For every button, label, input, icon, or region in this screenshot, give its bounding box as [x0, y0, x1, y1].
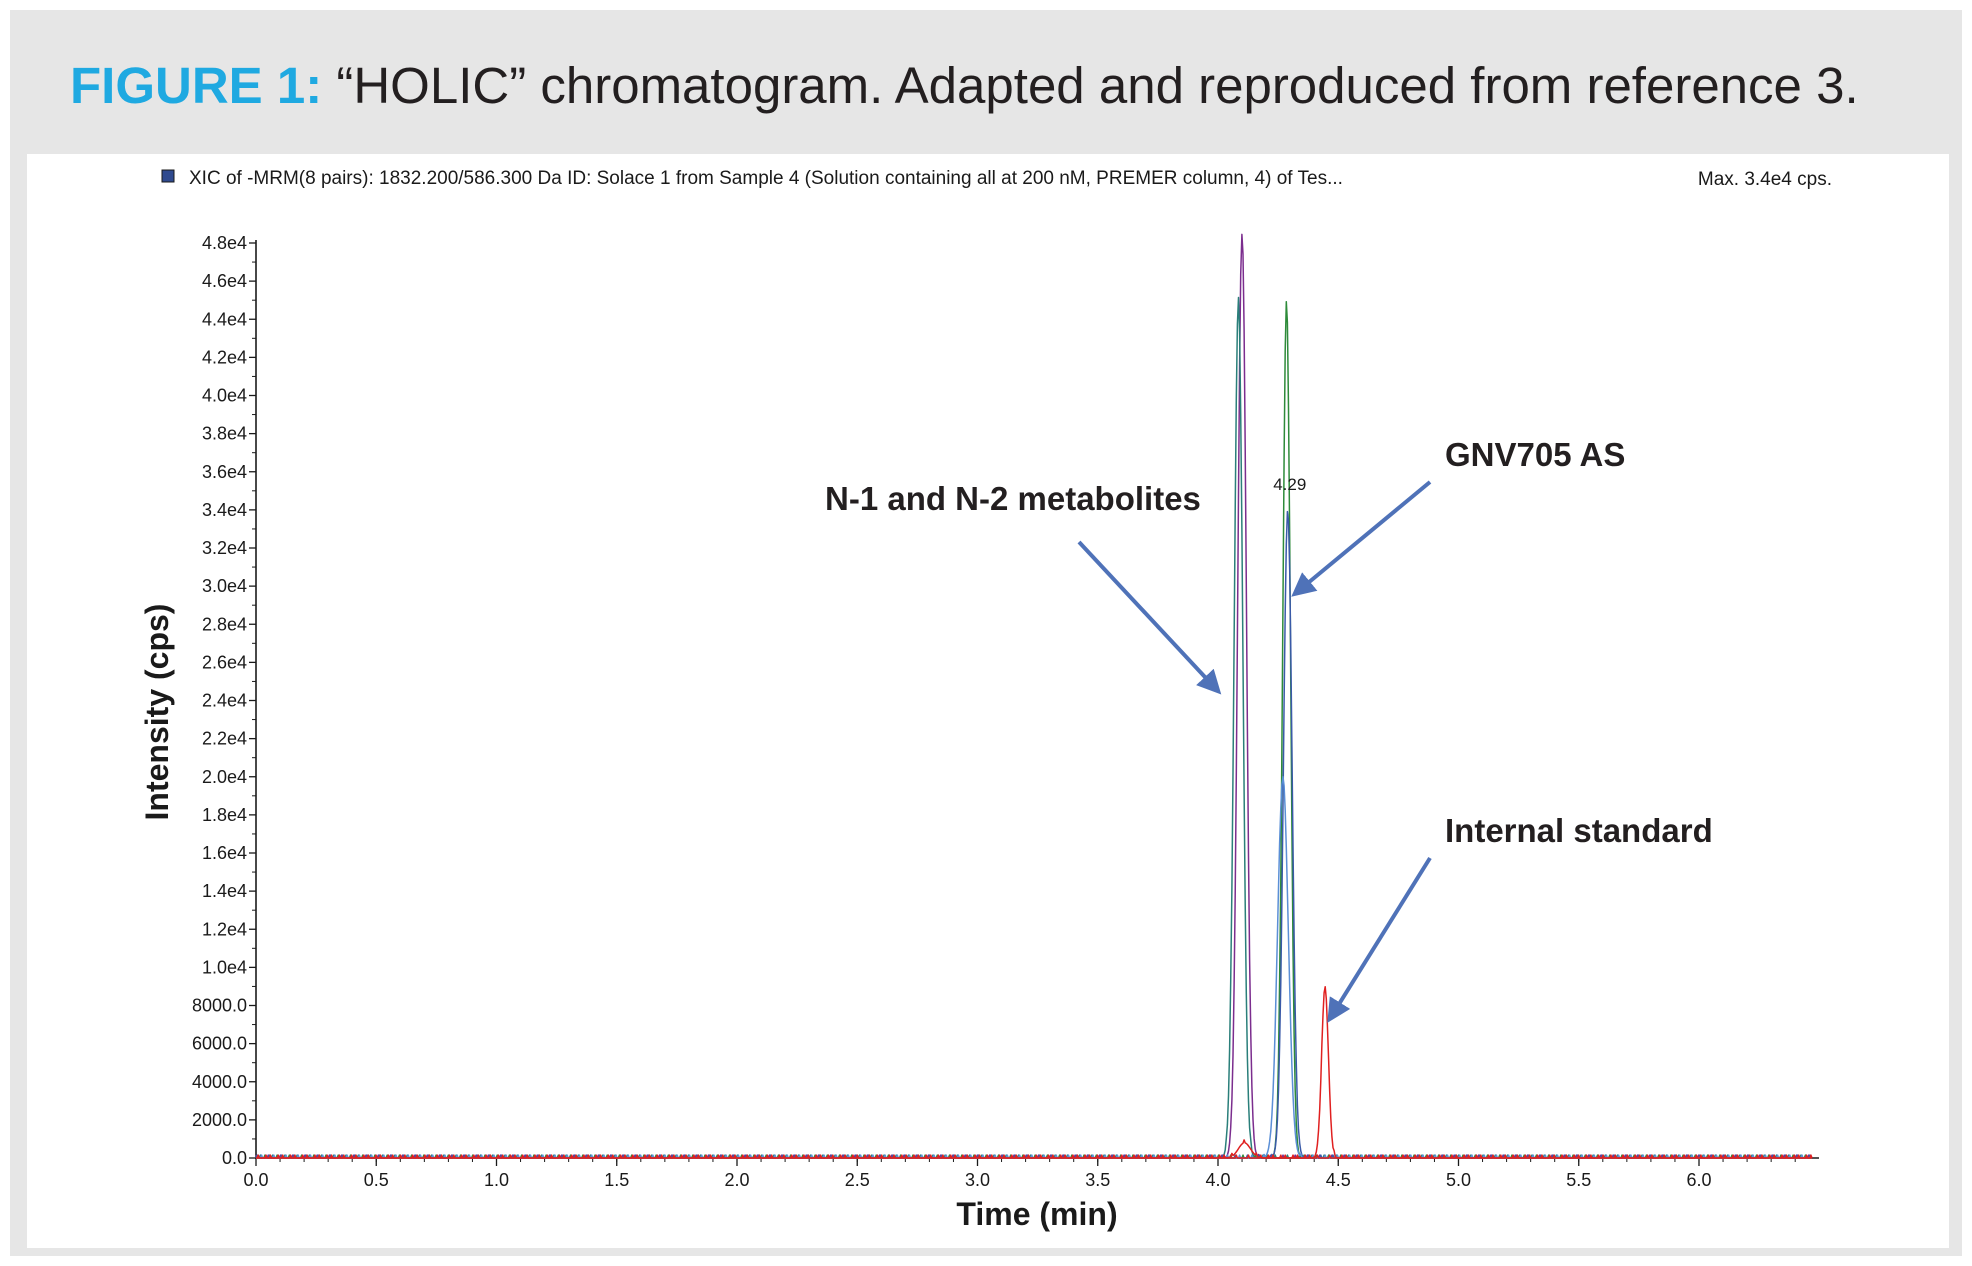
x-tick-label: 1.5	[604, 1170, 629, 1190]
peak-label: 4.29	[1273, 475, 1306, 494]
y-tick-label: 3.4e4	[202, 500, 247, 520]
x-tick-label: 2.0	[724, 1170, 749, 1190]
annotation-arrow	[1077, 540, 1222, 695]
y-tick-label: 6000.0	[192, 1034, 247, 1054]
y-tick-label: 1.4e4	[202, 881, 247, 901]
x-tick-label: 3.0	[965, 1170, 990, 1190]
annotation-label: N-1 and N-2 metabolites	[825, 480, 1201, 517]
x-tick-label: 1.0	[484, 1170, 509, 1190]
annotation-arrow	[1327, 856, 1432, 1023]
series-line	[256, 300, 1812, 1159]
y-tick-label: 3.6e4	[202, 462, 247, 482]
series-legend-swatch	[161, 169, 175, 183]
y-tick-label: 3.0e4	[202, 576, 247, 596]
y-tick-label: 1.0e4	[202, 957, 247, 977]
figure-label: FIGURE 1:	[70, 57, 323, 114]
figure-header: FIGURE 1: “HOLIC” chromatogram. Adapted …	[70, 56, 1950, 115]
plot-layer: 0.0 2000.0 4000.0 6000.0 8000.0 1.0e4 1.2e4 1.4…	[192, 233, 1819, 1190]
y-tick-label: 4.8e4	[202, 233, 247, 253]
x-tick-label: 5.0	[1446, 1170, 1471, 1190]
y-tick-label: 4.6e4	[202, 271, 247, 291]
series-line	[256, 985, 1813, 1159]
x-axis-title: Time (min)	[956, 1196, 1117, 1232]
y-tick-label: 0.0	[222, 1148, 247, 1168]
x-tick-label: 5.5	[1566, 1170, 1591, 1190]
y-tick-label: 8000.0	[192, 996, 247, 1016]
annotation-label: GNV705 AS	[1445, 436, 1625, 473]
y-tick-label: 2.6e4	[202, 652, 247, 672]
y-tick-label: 4.4e4	[202, 309, 247, 329]
y-tick-label: 2000.0	[192, 1110, 247, 1130]
y-axis-title: Intensity (cps)	[139, 604, 175, 821]
y-tick-label: 1.8e4	[202, 805, 247, 825]
y-tick-label: 3.8e4	[202, 424, 247, 444]
y-tick-label: 1.2e4	[202, 919, 247, 939]
chart-panel: XIC of -MRM(8 pairs): 1832.200/586.300 D…	[27, 154, 1949, 1248]
y-tick-label: 2.4e4	[202, 691, 247, 711]
x-tick-label: 2.5	[845, 1170, 870, 1190]
y-tick-label: 2.0e4	[202, 767, 247, 787]
info-line: XIC of -MRM(8 pairs): 1832.200/586.300 D…	[189, 168, 1343, 189]
figure-caption: “HOLIC” chromatogram. Adapted and reprod…	[336, 57, 1859, 114]
y-tick-label: 4.2e4	[202, 347, 247, 367]
x-tick-label: 0.0	[243, 1170, 268, 1190]
x-tick-label: 3.5	[1085, 1170, 1110, 1190]
series-line	[255, 233, 1812, 1159]
x-tick-label: 4.5	[1326, 1170, 1351, 1190]
y-tick-label: 3.2e4	[202, 538, 247, 558]
series-line	[256, 296, 1812, 1159]
chromatogram-chart: XIC of -MRM(8 pairs): 1832.200/586.300 D…	[139, 168, 1832, 1232]
y-tick-label: 4.0e4	[202, 386, 247, 406]
x-tick-label: 0.5	[364, 1170, 389, 1190]
y-tick-label: 1.6e4	[202, 843, 247, 863]
annotation-label: Internal standard	[1445, 812, 1713, 849]
series-layer: 4.29	[255, 233, 1813, 1159]
x-tick-label: 4.0	[1205, 1170, 1230, 1190]
y-tick-label: 2.8e4	[202, 614, 247, 634]
max-intensity-label: Max. 3.4e4 cps.	[1698, 169, 1832, 190]
annotation-arrow	[1291, 480, 1432, 597]
x-tick-label: 6.0	[1686, 1170, 1711, 1190]
y-tick-label: 2.2e4	[202, 729, 247, 749]
y-tick-label: 4000.0	[192, 1072, 247, 1092]
annotation-layer: N-1 and N-2 metabolites GNV705 AS Internal…	[825, 436, 1713, 1023]
